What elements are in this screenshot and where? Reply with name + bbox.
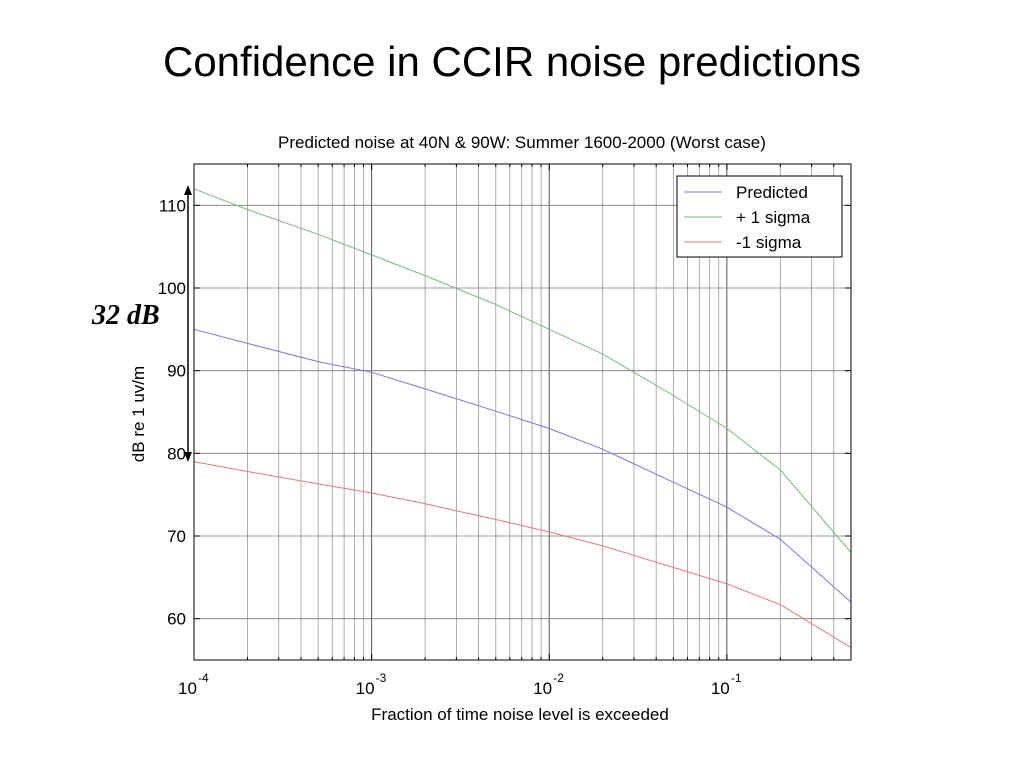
series-line-predicted	[193, 328, 852, 603]
y-tick-label: 90	[167, 362, 186, 381]
legend-label-plus-sigma: + 1 sigma	[736, 208, 811, 227]
y-tick-labels: 60 70 80 90 100 110	[158, 196, 186, 628]
span-arrow-head-top	[184, 185, 192, 195]
legend: Predicted + 1 sigma -1 sigma	[676, 175, 843, 258]
x-tick-label-exponent: -3	[376, 671, 387, 685]
x-axis-label: Fraction of time noise level is exceeded	[371, 705, 669, 724]
y-tick-label: 110	[159, 196, 186, 215]
x-tick-label-base: 10	[178, 679, 197, 698]
plot-frame	[193, 163, 852, 661]
series-line-1-sigma	[193, 461, 852, 649]
span-arrow	[184, 185, 192, 462]
series-lines	[193, 188, 852, 649]
x-tick-label: 10-1	[711, 671, 742, 698]
x-tick-label-exponent: -2	[553, 671, 564, 685]
chart-title: Predicted noise at 40N & 90W: Summer 160…	[278, 133, 766, 152]
x-tick-labels: 10-410-310-210-1	[178, 671, 742, 698]
y-tick-label: 60	[167, 610, 186, 629]
y-tick-label: 80	[167, 444, 186, 463]
x-tick-label-exponent: -1	[731, 671, 742, 685]
x-tick-label-base: 10	[533, 679, 552, 698]
slide-title: Confidence in CCIR noise predictions	[162, 38, 862, 85]
x-tick-label-base: 10	[711, 679, 730, 698]
span-annotation: 32 dB	[92, 300, 160, 331]
y-tick-label: 100	[158, 279, 186, 298]
x-tick-label: 10-2	[533, 671, 564, 698]
x-tick-label-base: 10	[356, 679, 375, 698]
x-tick-label: 10-4	[178, 671, 209, 698]
x-tick-label: 10-3	[356, 671, 387, 698]
x-tick-label-exponent: -4	[198, 671, 209, 685]
y-tick-label: 70	[167, 527, 186, 546]
legend-label-minus-sigma: -1 sigma	[736, 233, 802, 252]
y-axis-label: dB re 1 uv/m	[129, 366, 148, 462]
legend-label-predicted: Predicted	[736, 183, 808, 202]
span-arrow-head-bottom	[184, 452, 192, 462]
series-line-1-sigma	[193, 188, 852, 553]
